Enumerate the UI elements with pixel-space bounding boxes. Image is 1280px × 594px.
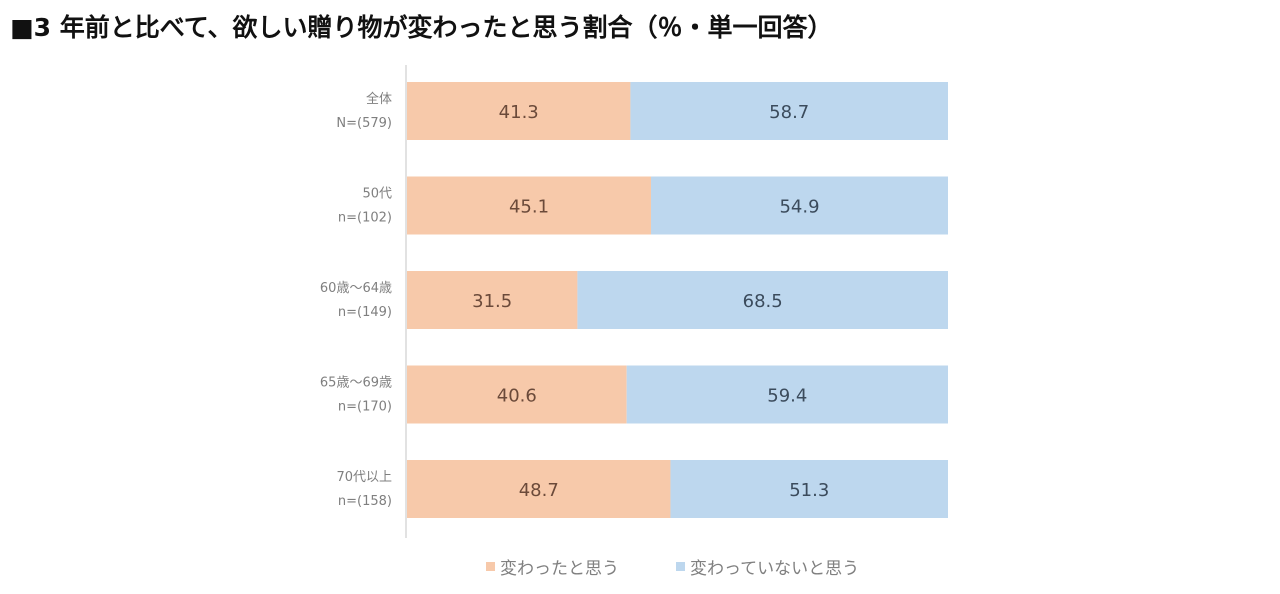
legend-label: 変わったと思う [500,559,619,579]
data-label: 59.4 [767,386,807,407]
data-label: 48.7 [519,480,559,501]
bar-segment-changed [407,460,671,518]
bar-segment-not-changed [626,365,948,424]
category-sample-size: n=(149) [338,305,392,320]
category-label: 50代 [362,187,392,202]
data-label: 45.1 [509,197,549,218]
data-label: 58.7 [769,102,809,123]
data-label: 54.9 [779,197,819,218]
bar-segment-changed [407,365,627,424]
bar-segment-not-changed [630,82,948,140]
category-label: 70代以上 [336,470,392,485]
bar-segment-not-changed [670,460,948,518]
category-sample-size: N=(579) [336,116,392,131]
category-sample-size: n=(102) [338,211,392,226]
category-label: 60歳～64歳 [320,281,392,296]
legend-label: 変わっていないと思う [690,559,859,579]
bar-segment-changed [407,271,578,329]
bar-segment-not-changed [650,176,948,235]
bar-segment-changed [407,176,651,235]
data-label: 31.5 [472,291,512,312]
data-label: 68.5 [743,291,783,312]
bar-segment-not-changed [577,271,948,329]
chart-title: ■3 年前と比べて、欲しい贈り物が変わったと思う割合（％・単一回答） [10,13,833,42]
category-sample-size: n=(170) [338,400,392,415]
legend-swatch [676,562,685,571]
category-label: 65歳～69歳 [320,376,392,391]
data-label: 41.3 [499,102,539,123]
category-label: 全体 [366,91,392,107]
data-label: 40.6 [497,386,537,407]
category-sample-size: n=(158) [338,494,392,509]
data-label: 51.3 [789,480,829,501]
bar-segment-changed [407,82,631,140]
legend-swatch [486,562,495,571]
